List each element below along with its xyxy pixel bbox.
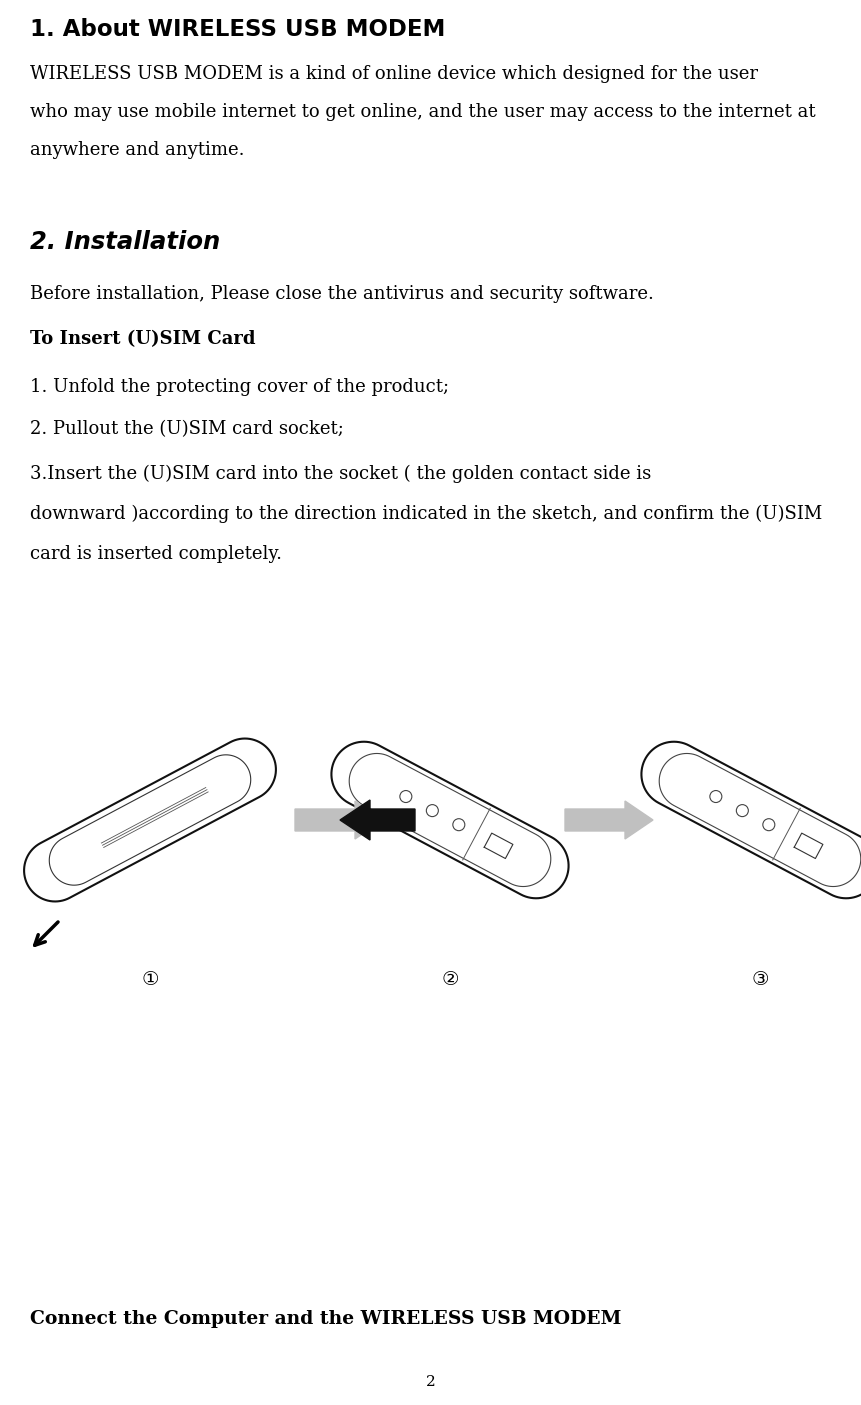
Text: who may use mobile internet to get online, and the user may access to the intern: who may use mobile internet to get onlin… [30, 103, 815, 121]
Text: 2. Pullout the (U)SIM card socket;: 2. Pullout the (U)SIM card socket; [30, 420, 344, 438]
Circle shape [763, 819, 775, 830]
Polygon shape [350, 753, 551, 887]
Polygon shape [49, 754, 251, 885]
Polygon shape [24, 739, 276, 902]
Circle shape [400, 791, 412, 802]
Text: 1. About WIRELESS USB MODEM: 1. About WIRELESS USB MODEM [30, 18, 445, 41]
Circle shape [426, 805, 438, 816]
Text: 3.Insert the (U)SIM card into the socket ( the golden contact side is: 3.Insert the (U)SIM card into the socket… [30, 465, 651, 483]
Text: ②: ② [441, 969, 459, 989]
FancyArrow shape [295, 801, 383, 839]
Polygon shape [331, 742, 568, 898]
Polygon shape [641, 742, 861, 898]
Text: Connect the Computer and the WIRELESS USB MODEM: Connect the Computer and the WIRELESS US… [30, 1309, 622, 1328]
Text: 2. Installation: 2. Installation [30, 230, 220, 254]
Circle shape [709, 791, 722, 802]
Text: 1. Unfold the protecting cover of the product;: 1. Unfold the protecting cover of the pr… [30, 378, 449, 396]
Text: downward )according to the direction indicated in the sketch, and confirm the (U: downward )according to the direction ind… [30, 504, 822, 523]
FancyArrow shape [340, 799, 415, 840]
Circle shape [453, 819, 465, 830]
Text: ①: ① [141, 969, 158, 989]
Text: 2: 2 [425, 1375, 436, 1390]
Text: ③: ③ [752, 969, 769, 989]
Polygon shape [660, 753, 861, 887]
Text: Before installation, Please close the antivirus and security software.: Before installation, Please close the an… [30, 285, 653, 303]
Text: To Insert (U)SIM Card: To Insert (U)SIM Card [30, 330, 256, 348]
Text: anywhere and anytime.: anywhere and anytime. [30, 140, 245, 159]
FancyArrow shape [565, 801, 653, 839]
Text: card is inserted completely.: card is inserted completely. [30, 545, 282, 563]
Text: WIRELESS USB MODEM is a kind of online device which designed for the user: WIRELESS USB MODEM is a kind of online d… [30, 65, 758, 83]
Circle shape [736, 805, 748, 816]
